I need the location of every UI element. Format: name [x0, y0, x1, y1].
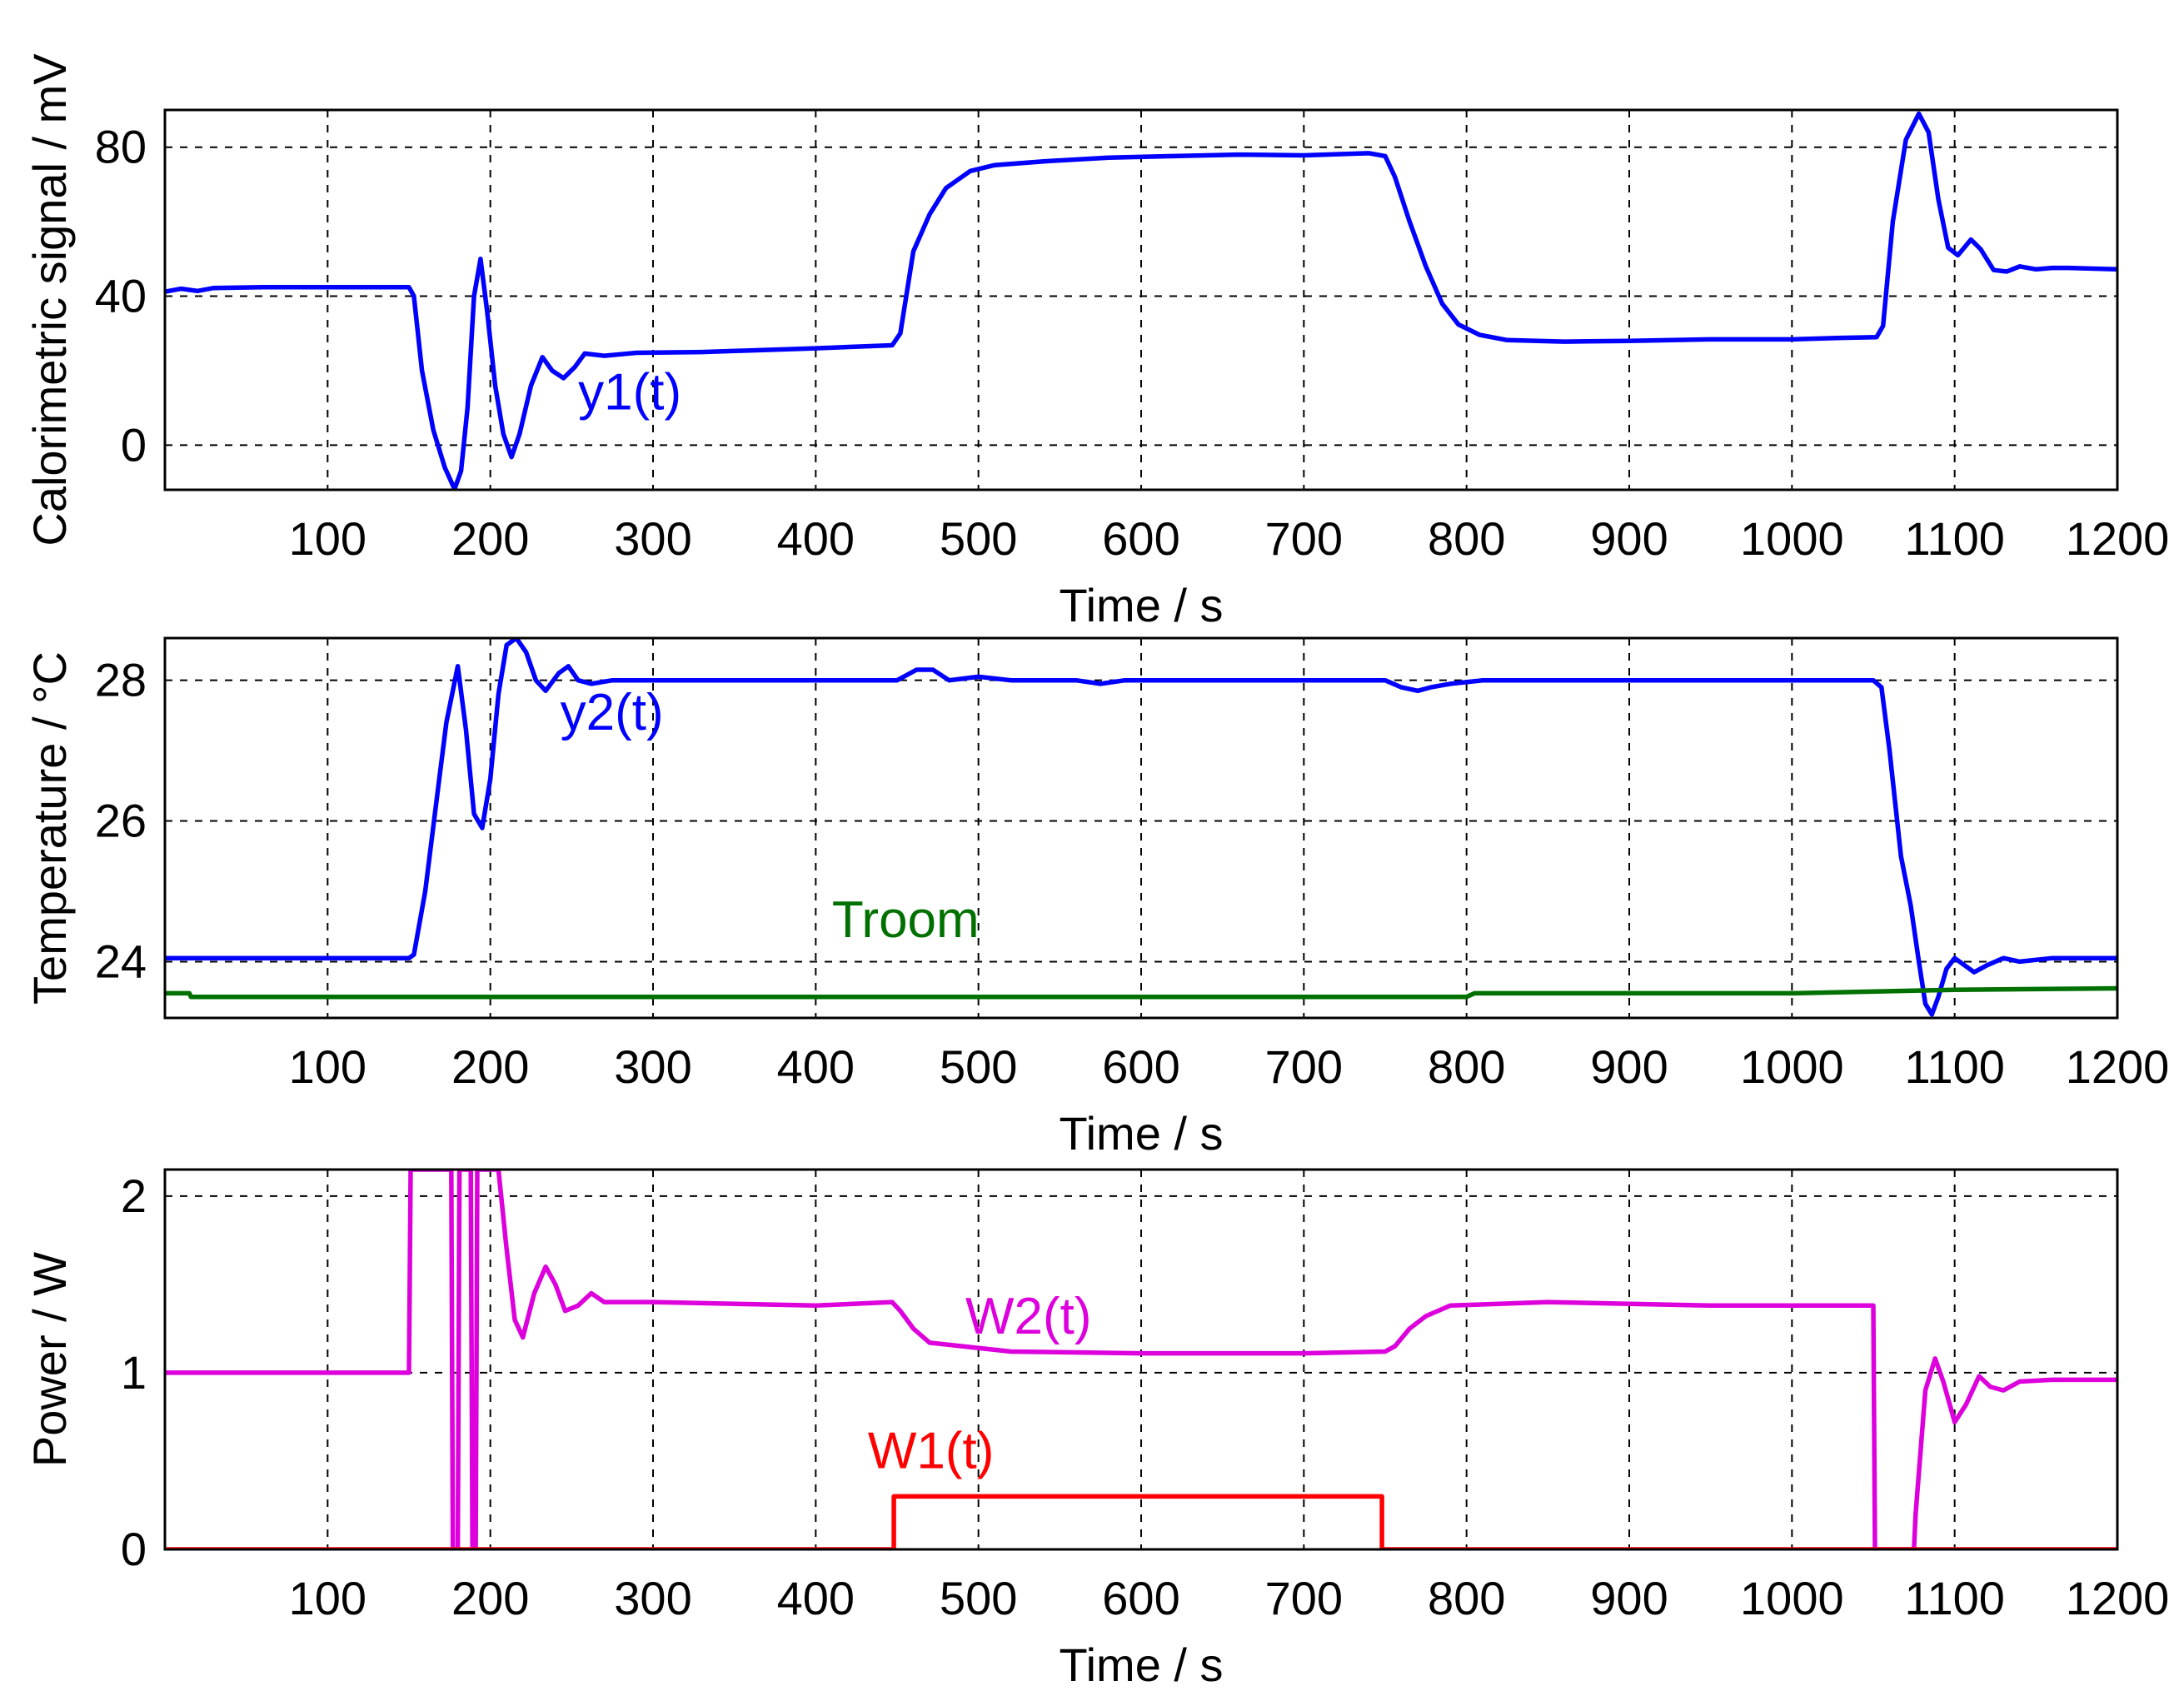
series-label-y1-t: y1(t) [578, 363, 681, 421]
x-tick-label: 200 [451, 1040, 529, 1093]
subplot-bottom: 100 200 300 400 500 600 700 800 900 1000 1100 1200 0… [23, 1168, 2170, 1691]
x-tick-label: 500 [940, 512, 1017, 565]
x-tick-label: 400 [777, 1572, 855, 1624]
x-tick-label: 700 [1265, 512, 1343, 565]
x-tick-label: 1200 [2066, 1572, 2170, 1624]
x-tick-label: 800 [1428, 1040, 1505, 1093]
x-tick-label: 500 [940, 1572, 1017, 1624]
series-label-y2-t: y2(t) [561, 684, 664, 741]
series-line-y1-t [165, 111, 2117, 490]
series-label-w1-t: W1(t) [868, 1422, 995, 1479]
x-tick-label: 100 [289, 512, 366, 565]
y-tick-label: 0 [121, 1523, 147, 1575]
x-tick-label: 800 [1428, 1572, 1505, 1624]
x-tick-label: 300 [614, 1040, 691, 1093]
subplot-top: 100 200 300 400 500 600 700 800 900 1000 1100 1200 0… [23, 53, 2169, 631]
y-tick-label: 24 [95, 935, 147, 987]
y-tick-label: 1 [121, 1346, 147, 1399]
x-tick-label: 900 [1590, 512, 1668, 565]
x-tick-label: 100 [289, 1572, 366, 1624]
x-tick-label: 1100 [1904, 1040, 2004, 1093]
x-tick-label: 400 [777, 1040, 855, 1093]
x-tick-label: 1100 [1904, 512, 2004, 565]
y-axis-title: Temperature / °C [23, 651, 76, 1005]
x-tick-label: 500 [940, 1040, 1017, 1093]
x-tick-label: 200 [451, 512, 529, 565]
series-label-w2-t: W2(t) [965, 1288, 1092, 1345]
x-tick-label: 800 [1428, 512, 1505, 565]
x-tick-label: 200 [451, 1572, 529, 1624]
x-tick-label: 700 [1265, 1572, 1343, 1624]
axes-frame [163, 1168, 2119, 1551]
y-tick-label: 2 [121, 1170, 147, 1222]
series-line-w1-t [165, 1494, 2117, 1549]
series-line-y2-t [165, 638, 2117, 1017]
x-tick-label: 1100 [1904, 1572, 2004, 1624]
x-tick-label: 100 [289, 1040, 366, 1093]
x-tick-label: 300 [614, 512, 691, 565]
x-tick-label: 900 [1590, 1572, 1668, 1624]
y-tick-label: 0 [121, 418, 147, 471]
x-tick-label: 900 [1590, 1040, 1668, 1093]
x-tick-label: 300 [614, 1572, 691, 1624]
x-tick-label: 400 [777, 512, 855, 565]
y-tick-label: 26 [95, 795, 147, 847]
y-tick-label: 40 [95, 270, 147, 322]
series-line-w2-t [165, 1170, 2117, 1549]
y-tick-label: 28 [95, 654, 147, 706]
x-axis-title: Time / s [1059, 1107, 1223, 1160]
y-tick-label: 80 [95, 121, 147, 173]
x-tick-label: 1000 [1740, 1040, 1844, 1093]
x-tick-label: 700 [1265, 1040, 1343, 1093]
x-tick-label: 600 [1102, 1572, 1179, 1624]
x-tick-label: 1000 [1740, 512, 1844, 565]
subplot-middle: 100 200 300 400 500 600 700 800 900 1000 1100 1200 2… [23, 636, 2170, 1160]
x-axis-title: Time / s [1059, 579, 1223, 631]
y-axis-title: Power / W [23, 1252, 76, 1467]
x-tick-label: 1200 [2066, 1040, 2170, 1093]
x-tick-label: 1000 [1740, 1572, 1844, 1624]
x-tick-label: 600 [1102, 512, 1179, 565]
y-axis-title: Calorimetric signal / mV [23, 53, 76, 546]
x-tick-label: 1200 [2066, 512, 2170, 565]
series-line-troom [165, 985, 2117, 1000]
x-tick-label: 600 [1102, 1040, 1179, 1093]
axes-frame [163, 636, 2119, 1020]
axes-frame [163, 108, 2119, 491]
series-label-troom: Troom [832, 891, 980, 949]
x-axis-title: Time / s [1059, 1639, 1223, 1691]
